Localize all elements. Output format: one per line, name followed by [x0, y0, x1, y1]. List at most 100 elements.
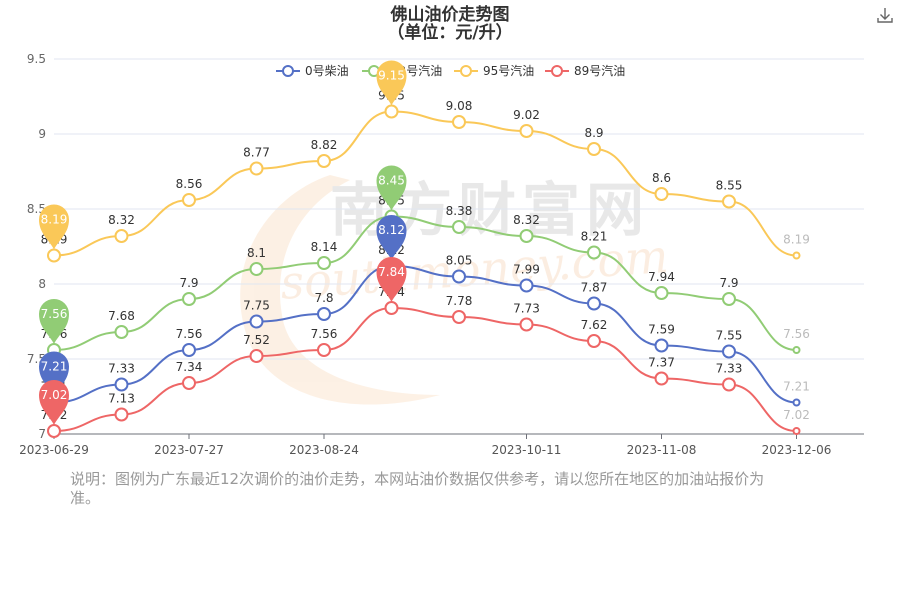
x-tick-label: 2023-12-06: [762, 443, 832, 457]
data-label: 7.13: [108, 392, 135, 406]
data-point[interactable]: [792, 427, 801, 435]
data-point[interactable]: [182, 376, 196, 390]
data-point[interactable]: [587, 296, 601, 311]
marker-pin: 7.56: [39, 299, 69, 344]
data-label: 7.21: [783, 380, 810, 394]
series-line: [53, 215, 797, 351]
data-point[interactable]: [519, 124, 534, 138]
data-point[interactable]: [317, 307, 331, 321]
pin-label: 7.56: [41, 307, 68, 321]
data-point[interactable]: [384, 301, 399, 315]
data-point[interactable]: [114, 229, 129, 243]
data-point[interactable]: [182, 343, 196, 357]
data-point[interactable]: [452, 220, 466, 234]
data-point[interactable]: [654, 371, 669, 386]
chart-title: 佛山油价走势图: [390, 4, 510, 25]
legend-label: 95号汽油: [483, 63, 534, 78]
data-point[interactable]: [317, 256, 331, 270]
data-label: 7.73: [513, 302, 540, 316]
data-point[interactable]: [182, 292, 196, 306]
data-label: 7.78: [446, 294, 473, 308]
pin-label: 8.12: [378, 223, 405, 237]
data-label: 7.33: [108, 362, 135, 376]
data-point[interactable]: [452, 115, 466, 129]
data-label: 7.87: [581, 281, 608, 295]
chart-subtitle: （单位：元/升）: [387, 22, 512, 43]
download-icon[interactable]: [877, 8, 893, 23]
data-point[interactable]: [114, 407, 129, 422]
pin-label: 9.15: [378, 69, 405, 83]
pin-label: 8.19: [41, 213, 68, 227]
data-label: 7.37: [648, 356, 675, 370]
legend-label: 0号柴油: [305, 64, 349, 78]
series-3: [47, 301, 801, 438]
data-point[interactable]: [654, 187, 669, 201]
marker-pin: 8.19: [39, 204, 69, 250]
data-point[interactable]: [249, 161, 264, 176]
data-label: 9.02: [513, 108, 540, 122]
data-point[interactable]: [114, 325, 129, 339]
pin-shape: [376, 215, 407, 260]
data-point[interactable]: [47, 248, 61, 263]
data-point[interactable]: [384, 104, 399, 119]
data-point[interactable]: [452, 269, 466, 284]
legend-item-2[interactable]: 95号汽油: [454, 63, 534, 78]
data-point[interactable]: [317, 154, 331, 168]
data-label: 8.82: [311, 138, 338, 152]
data-point[interactable]: [722, 292, 736, 306]
data-label: 8.32: [108, 213, 135, 227]
data-label: 7.56: [311, 327, 338, 341]
data-label: 7.68: [108, 309, 135, 323]
data-point[interactable]: [182, 193, 196, 207]
data-point[interactable]: [587, 245, 601, 260]
series-line: [53, 264, 797, 404]
y-tick-label: 9.5: [27, 52, 46, 66]
x-tick-label: 2023-11-08: [627, 443, 697, 457]
legend-symbol: [460, 65, 472, 77]
data-label: 8.1: [247, 246, 266, 260]
data-point[interactable]: [519, 278, 534, 293]
pin-shape: [39, 299, 69, 344]
pin-label: 7.84: [378, 265, 405, 279]
pin-label: 7.02: [41, 388, 68, 402]
data-point[interactable]: [452, 310, 466, 324]
data-point[interactable]: [722, 377, 736, 392]
data-point[interactable]: [519, 317, 534, 332]
data-point[interactable]: [114, 377, 129, 392]
footnote-line-2: 准。: [70, 489, 100, 507]
data-point[interactable]: [792, 398, 801, 407]
data-point[interactable]: [249, 262, 264, 276]
pin-label: 7.21: [41, 360, 68, 374]
pin-shape: [39, 204, 69, 250]
data-label: 8.6: [652, 171, 671, 185]
data-point[interactable]: [317, 343, 331, 357]
data-point[interactable]: [792, 346, 801, 354]
data-label: 8.32: [513, 213, 540, 227]
series-layer: [47, 104, 801, 438]
data-point[interactable]: [654, 286, 669, 300]
data-point[interactable]: [519, 229, 534, 243]
data-label: 8.14: [311, 240, 338, 254]
legend-symbol: [551, 65, 563, 77]
legend-item-0[interactable]: 0号柴油: [276, 64, 349, 78]
data-point[interactable]: [47, 424, 61, 438]
data-label: 8.77: [243, 146, 270, 160]
data-point[interactable]: [722, 194, 736, 209]
data-label: 8.38: [446, 204, 473, 218]
data-label: 7.99: [513, 263, 540, 277]
data-point[interactable]: [792, 251, 801, 260]
data-label: 7.8: [314, 291, 333, 305]
data-point[interactable]: [722, 344, 736, 359]
data-point[interactable]: [587, 142, 601, 156]
data-point[interactable]: [249, 314, 264, 329]
x-axis: 2023-06-29 2023-07-27 2023-08-24 2023-10-11…: [19, 433, 864, 457]
data-point[interactable]: [654, 338, 669, 353]
legend[interactable]: 0号柴油 92号汽油 95号汽油 89号汽油: [276, 63, 625, 78]
data-point[interactable]: [587, 334, 601, 348]
data-label: 8.19: [783, 233, 810, 247]
legend-item-3[interactable]: 89号汽油: [545, 63, 625, 78]
data-label: 7.02: [783, 408, 810, 422]
data-point[interactable]: [249, 349, 264, 363]
